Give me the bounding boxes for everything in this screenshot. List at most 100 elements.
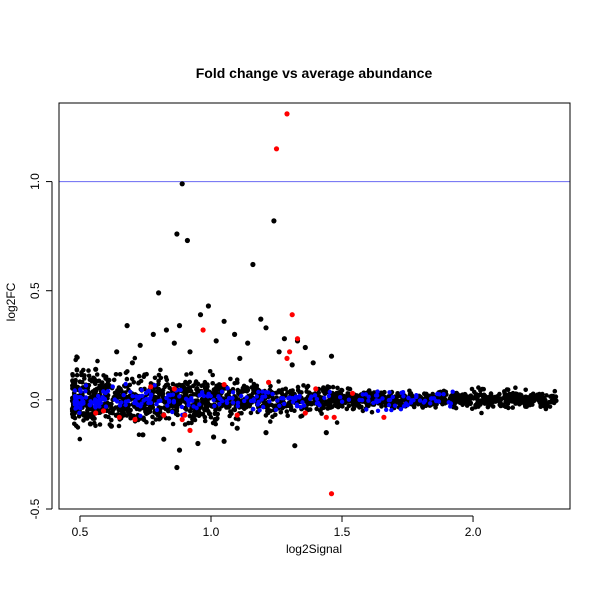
scatter-point [221, 438, 227, 444]
scatter-point [232, 407, 238, 413]
scatter-point [208, 414, 214, 420]
scatter-point [270, 391, 275, 397]
scatter-point [327, 389, 332, 395]
x-tick-label: 2.0 [465, 525, 482, 539]
scatter-point [210, 381, 215, 386]
scatter-point [78, 387, 83, 392]
scatter-point [450, 389, 455, 394]
scatter-point [371, 400, 376, 406]
scatter-point [553, 398, 558, 403]
scatter-point [411, 398, 416, 403]
scatter-point [182, 412, 188, 418]
scatter-point [161, 412, 167, 418]
scatter-point [182, 422, 188, 427]
scatter-point [328, 353, 335, 359]
scatter-point [463, 393, 469, 399]
x-axis-label: log2Signal [286, 542, 342, 556]
scatter-point [117, 403, 123, 408]
scatter-point [279, 396, 284, 401]
scatter-point [457, 393, 463, 398]
scatter-point [283, 386, 289, 392]
scatter-point [273, 412, 278, 418]
scatter-point [298, 404, 303, 410]
y-axis: -0.5 0.0 0.5 1.0 [28, 173, 53, 519]
scatter-point [406, 395, 411, 401]
scatter-point [166, 408, 171, 414]
scatter-point [297, 395, 302, 400]
scatter-point [83, 389, 88, 394]
scatter-point [205, 384, 210, 389]
scatter-point [183, 396, 189, 401]
scatter-point [217, 384, 223, 390]
scatter-point [323, 414, 329, 420]
scatter-point [110, 384, 115, 389]
scatter-point [284, 111, 290, 117]
scatter-point [217, 407, 222, 412]
scatter-point [482, 401, 488, 406]
scatter-point [160, 394, 166, 400]
scatter-point [245, 340, 251, 346]
scatter-point [330, 384, 336, 390]
scatter-point [117, 407, 123, 412]
scatter-point [80, 396, 85, 401]
scatter-point [93, 366, 99, 372]
scatter-point [74, 399, 80, 405]
scatter-point [81, 367, 86, 373]
scatter-point [77, 379, 83, 385]
scatter-point [275, 398, 280, 403]
scatter-point [452, 396, 457, 401]
scatter-point [466, 398, 471, 404]
scatter-point [106, 414, 111, 420]
scatter-point [294, 402, 300, 407]
scatter-point [213, 385, 219, 391]
scatter-point [417, 398, 423, 403]
scatter-point [179, 404, 185, 410]
scatter-point [271, 218, 277, 224]
scatter-point [156, 290, 162, 296]
scatter-point [199, 383, 204, 389]
scatter-point [116, 423, 122, 429]
scatter-point [114, 349, 120, 355]
scatter-point [176, 323, 183, 329]
y-tick-label: 0.0 [28, 391, 42, 408]
scatter-point [266, 379, 272, 385]
scatter-point [552, 388, 558, 394]
scatter-point [281, 401, 287, 407]
scatter-point [179, 383, 185, 389]
scatter-point [197, 402, 202, 407]
scatter-point [188, 388, 194, 394]
scatter-point [113, 372, 119, 377]
scatter-point [346, 403, 352, 409]
scatter-point [86, 368, 91, 373]
scatter-point [168, 393, 173, 398]
scatter-point [163, 327, 169, 333]
scatter-point [274, 390, 279, 396]
scatter-point [321, 402, 326, 408]
scatter-point [309, 394, 314, 399]
scatter-point [527, 398, 533, 403]
scatter-point [108, 423, 114, 429]
scatter-point [314, 406, 320, 412]
scatter-point [502, 389, 507, 394]
scatter-point [284, 355, 290, 361]
scatter-point [304, 396, 309, 402]
scatter-point [211, 397, 216, 403]
scatter-point [285, 413, 291, 419]
scatter-point [178, 387, 183, 393]
scatter-point [260, 389, 265, 394]
scatter-point [125, 369, 130, 374]
y-tick-label: 0.5 [28, 282, 42, 299]
scatter-point [366, 398, 371, 403]
scatter-point [285, 390, 290, 395]
scatter-point [70, 373, 76, 378]
scatter-point [123, 402, 128, 408]
scatter-point [156, 391, 162, 396]
scatter-point [387, 397, 393, 403]
scatter-point [171, 386, 177, 392]
scatter-point [112, 397, 118, 402]
scatter-point [255, 402, 260, 407]
scatter-point [503, 399, 509, 405]
scatter-point [130, 393, 135, 399]
scatter-point [158, 375, 164, 381]
